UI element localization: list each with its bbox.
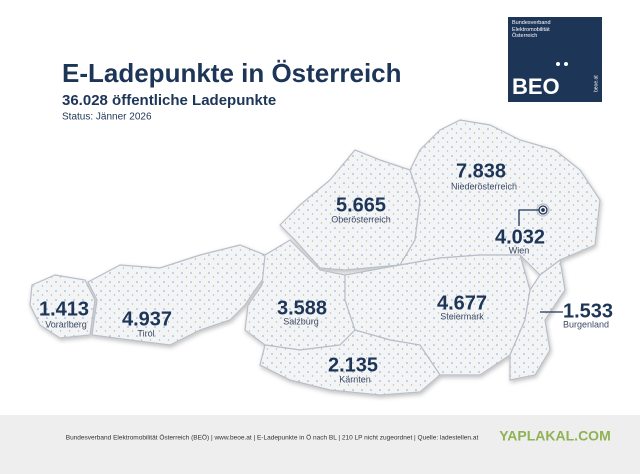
- wien-marker: [518, 205, 548, 226]
- logo: Bundesverband Elektromobilität Österreic…: [508, 17, 602, 102]
- map: [29, 119, 601, 396]
- region-value: 2.135: [328, 354, 378, 376]
- region-value: 4.937: [122, 308, 172, 330]
- title: E-Ladepunkte in Österreich: [62, 58, 402, 88]
- region-name: Burgenland: [563, 319, 609, 329]
- region-niederoesterreich: [398, 119, 601, 276]
- logo-name: BEO: [512, 74, 560, 99]
- logo-box: [508, 17, 602, 102]
- region-kaernten: [259, 329, 441, 396]
- region-name: Salzburg: [283, 316, 319, 326]
- region-name: Tirol: [137, 328, 154, 338]
- region-name: Vorarlberg: [45, 319, 87, 329]
- region-name: Steiermark: [440, 311, 484, 321]
- logo-org-wrap: Bundesverband Elektromobilität Österreic…: [512, 20, 551, 40]
- region-name: Oberösterreich: [331, 214, 391, 224]
- region-tirol: [87, 244, 271, 346]
- region-value: 5.665: [336, 194, 386, 216]
- region-value: 1.413: [39, 298, 89, 320]
- region-name: Wien: [509, 245, 530, 255]
- logo-url: beoe.at: [593, 75, 599, 92]
- watermark: YAPLAKAL.COM: [499, 428, 611, 444]
- labels: 7.838 Niederösterreich 5.665 Oberösterre…: [39, 160, 613, 384]
- region-name: Niederösterreich: [451, 181, 517, 191]
- region-burgenland: [509, 258, 566, 381]
- region-name: Kärnten: [339, 374, 371, 384]
- region-value: 4.677: [437, 292, 487, 314]
- region-value: 3.588: [277, 297, 327, 319]
- footer-band: [0, 415, 640, 474]
- footer-text: Bundesverband Elektromobilität Österreic…: [66, 434, 479, 442]
- subtitle: 36.028 öffentliche Ladepunkte: [62, 92, 276, 109]
- region-value: 7.838: [456, 160, 506, 182]
- region-value: 1.533: [563, 300, 613, 322]
- status: Status: Jänner 2026: [62, 112, 152, 123]
- region-value: 4.032: [495, 226, 545, 248]
- region-vorarlberg: [29, 274, 96, 339]
- logo-org: Bundesverband Elektromobilität Österreic…: [512, 20, 551, 40]
